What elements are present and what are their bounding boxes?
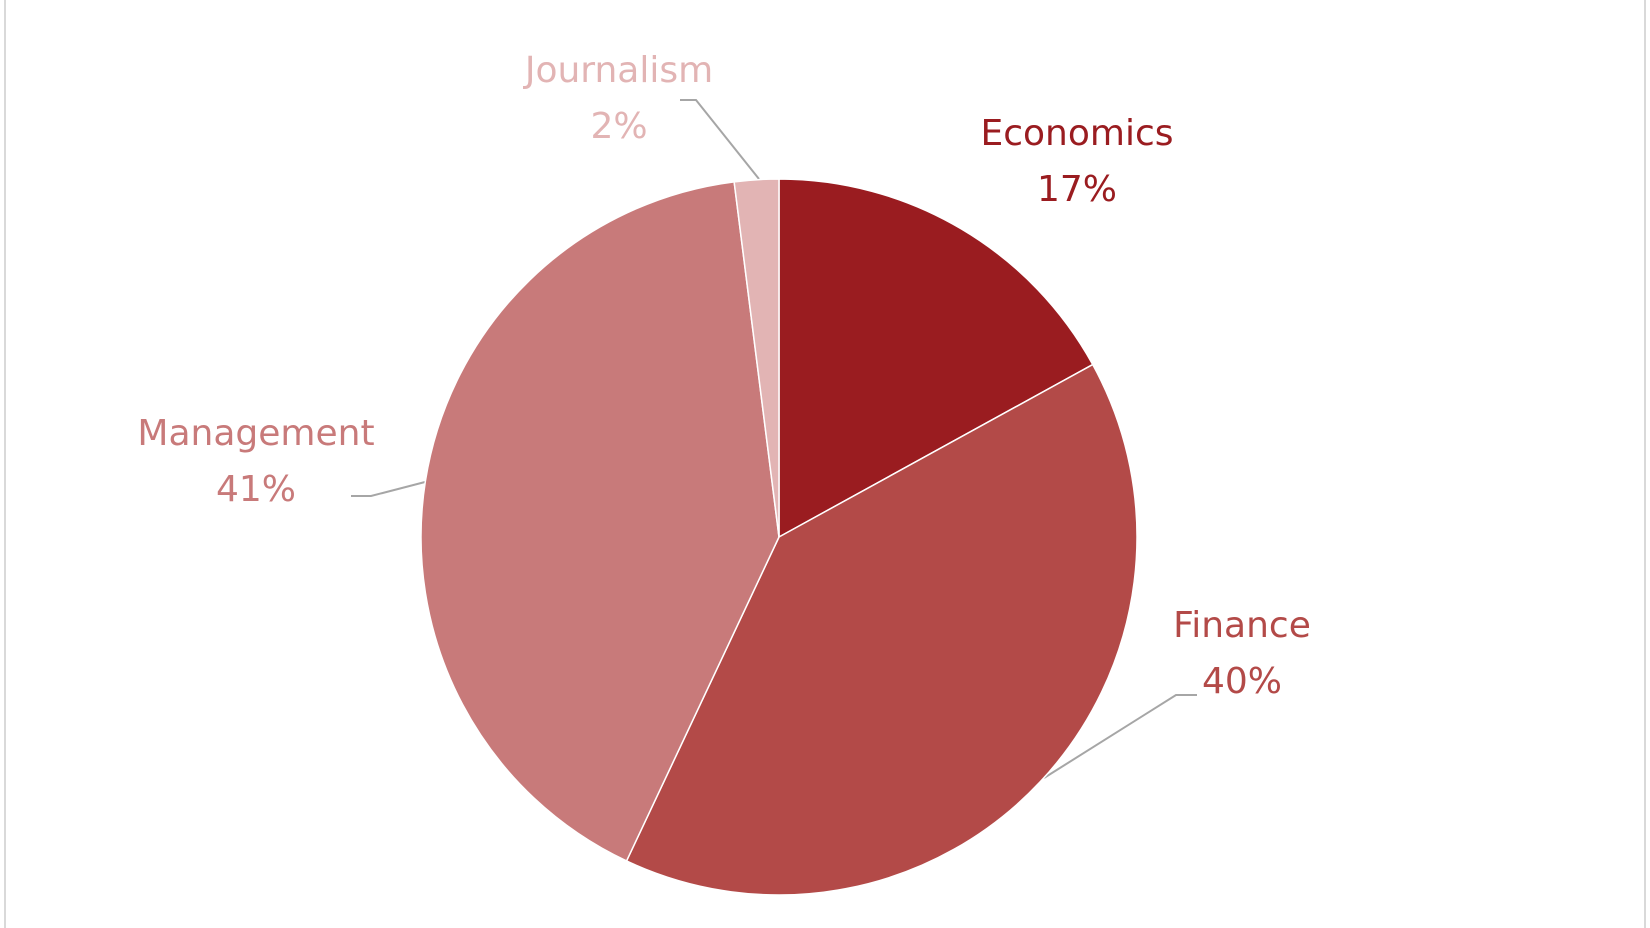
slice-label: Finance <box>1173 605 1311 646</box>
value-label: 2% <box>590 106 647 147</box>
slice-label: Management <box>137 413 374 454</box>
value-label: 41% <box>216 469 296 510</box>
chart-frame <box>4 0 1646 928</box>
slice-label: Economics <box>980 113 1173 154</box>
pie-slice <box>778 178 1094 539</box>
value-label: 17% <box>1037 169 1117 210</box>
value-label: 40% <box>1202 661 1282 702</box>
leader-line <box>1043 694 1197 779</box>
slice-label: Journalism <box>523 50 713 91</box>
pie-slice <box>733 178 780 538</box>
pie-slice <box>625 363 1138 896</box>
leader-line <box>351 481 426 497</box>
pie-slice <box>420 180 780 862</box>
leader-line <box>680 99 760 180</box>
